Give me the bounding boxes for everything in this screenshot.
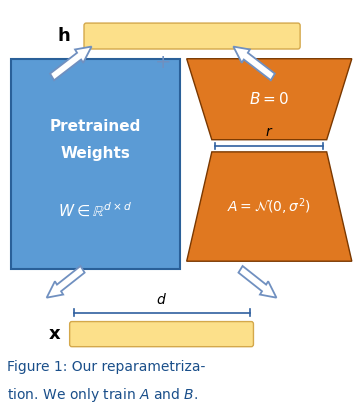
Text: $+$: $+$ xyxy=(154,53,171,72)
Polygon shape xyxy=(47,266,85,298)
Polygon shape xyxy=(187,152,352,261)
Polygon shape xyxy=(233,47,275,80)
Text: $\mathbf{x}$: $\mathbf{x}$ xyxy=(48,325,61,343)
Polygon shape xyxy=(238,266,276,298)
Text: $d$: $d$ xyxy=(156,292,167,307)
FancyBboxPatch shape xyxy=(11,59,180,269)
Text: Weights: Weights xyxy=(60,146,130,161)
Text: Pretrained: Pretrained xyxy=(50,119,141,134)
Text: $B = 0$: $B = 0$ xyxy=(250,91,289,107)
Text: tion. We only train $A$ and $B$.: tion. We only train $A$ and $B$. xyxy=(7,386,199,403)
Text: $W \in \mathbb{R}^{d\times d}$: $W \in \mathbb{R}^{d\times d}$ xyxy=(58,201,132,220)
Text: $\mathbf{h}$: $\mathbf{h}$ xyxy=(57,27,70,45)
Polygon shape xyxy=(50,47,92,80)
FancyBboxPatch shape xyxy=(70,322,253,347)
Polygon shape xyxy=(187,59,352,140)
Text: Figure 1: Our reparametriza-: Figure 1: Our reparametriza- xyxy=(7,360,206,375)
FancyBboxPatch shape xyxy=(84,23,300,49)
Text: $A = \mathcal{N}(0, \sigma^2)$: $A = \mathcal{N}(0, \sigma^2)$ xyxy=(227,196,311,217)
Text: $r$: $r$ xyxy=(265,124,274,139)
